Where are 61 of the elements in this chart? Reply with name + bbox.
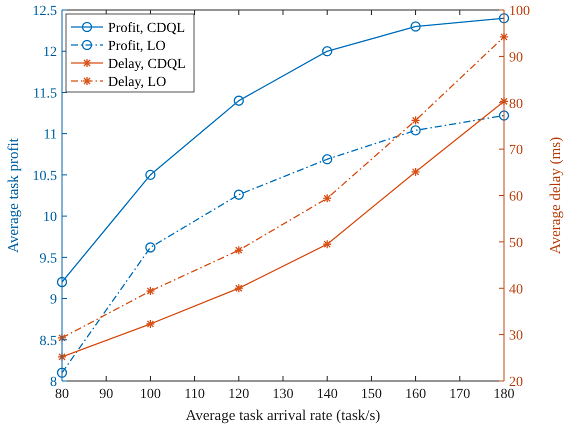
y-tick-label: 12: [43, 45, 57, 60]
y2-tick-label: 40: [509, 282, 523, 298]
x-tick-label: 150: [360, 387, 382, 402]
point: [56, 276, 68, 288]
x-tick-label: 160: [405, 387, 426, 402]
point: [410, 116, 420, 126]
y-tick-label: 10: [43, 210, 57, 226]
point: [322, 154, 332, 164]
x-tick-label: 120: [228, 387, 250, 402]
y2-tick-label: 90: [509, 50, 523, 66]
y-tick-label: 11.5: [33, 86, 57, 102]
point: [322, 46, 332, 56]
y2-tick-label: 30: [509, 328, 523, 344]
x-tick-label: 90: [99, 387, 114, 402]
y-tick-label: 12.5: [32, 4, 57, 19]
y-tick-label: 8: [50, 375, 57, 390]
y2-tick-label: 60: [509, 190, 523, 204]
point: [234, 96, 244, 106]
point: [146, 319, 156, 329]
y2-tick-label: 70: [509, 143, 523, 158]
point: [499, 96, 509, 106]
y2-tick-label: 50: [509, 236, 523, 251]
y-axis-title: Average task profit: [6, 137, 22, 253]
point: [145, 242, 156, 253]
point: [498, 110, 510, 121]
point: [410, 125, 421, 136]
point: [499, 32, 509, 42]
x-tick-label: 130: [272, 387, 294, 402]
y-tick-label: 11: [44, 128, 57, 143]
point: [56, 368, 68, 378]
y2-tick-label: 100: [509, 4, 530, 19]
point: [57, 333, 67, 343]
legend-label: Delay, CDQL: [108, 57, 186, 72]
point: [322, 194, 332, 203]
x-tick-label: 170: [449, 387, 470, 402]
point: [410, 167, 420, 176]
y-tick-label: 10.5: [32, 168, 57, 184]
point: [146, 286, 156, 296]
legend-label: Profit, LO: [108, 39, 166, 54]
y-tick-label: 9.5: [40, 251, 57, 266]
y-tick-label: 9: [50, 292, 57, 308]
legend-label: Delay, LO: [108, 75, 166, 90]
point: [145, 170, 156, 180]
y2-axis-title: Average delay (ms): [548, 136, 564, 254]
point: [234, 190, 244, 200]
y2-tick-label: 80: [509, 96, 523, 112]
x-tick-label: 100: [140, 387, 161, 402]
point: [234, 246, 244, 255]
x-axis-title: Average task arrival rate (task/s): [186, 408, 380, 424]
point: [234, 284, 244, 293]
x-tick-label: 140: [316, 387, 338, 402]
x-tick-label: 80: [55, 387, 69, 402]
x-tick-label: 180: [494, 387, 514, 402]
point: [498, 13, 510, 24]
y-tick-label: 8.5: [40, 334, 57, 349]
legend-label: Profit, CDQL: [108, 21, 185, 36]
point: [57, 352, 67, 362]
point: [322, 240, 332, 249]
point: [410, 21, 421, 32]
y2-tick-label: 20: [509, 375, 523, 390]
x-tick-label: 110: [184, 387, 205, 402]
